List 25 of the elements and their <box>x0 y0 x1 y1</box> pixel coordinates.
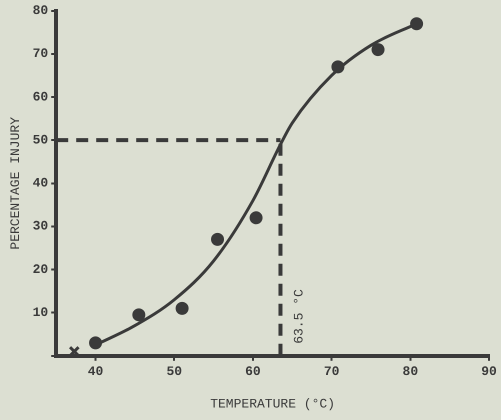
y-tick-label: 10 <box>32 304 48 320</box>
x-tick-label: 80 <box>402 364 418 379</box>
y-axis-title: PERCENTAGE INJURY <box>8 116 24 250</box>
y-tick-label: 70 <box>32 46 48 62</box>
point <box>176 302 189 315</box>
y-tick-label: 20 <box>32 262 48 277</box>
point <box>410 17 424 30</box>
point <box>211 232 224 246</box>
x-tick-label: 50 <box>166 364 182 379</box>
x-tick-label: 90 <box>481 364 497 379</box>
ref-line-label: 63.5 °C <box>291 288 306 344</box>
y-tick-label: 80 <box>32 3 48 18</box>
x-tick-label: 70 <box>324 364 340 379</box>
y-tick-label: 30 <box>32 218 48 234</box>
y-tick-label: 50 <box>32 132 48 148</box>
x-axis-title: TEMPERATURE (°C) <box>210 396 336 412</box>
x-tick-label: 40 <box>88 364 104 379</box>
point <box>132 308 146 322</box>
point <box>372 43 385 56</box>
point <box>331 60 344 74</box>
y-tick-label: 60 <box>32 89 48 104</box>
point <box>250 211 263 224</box>
y-tick-label: 40 <box>32 176 48 191</box>
x-tick-label: 60 <box>245 364 261 379</box>
point <box>89 336 102 350</box>
